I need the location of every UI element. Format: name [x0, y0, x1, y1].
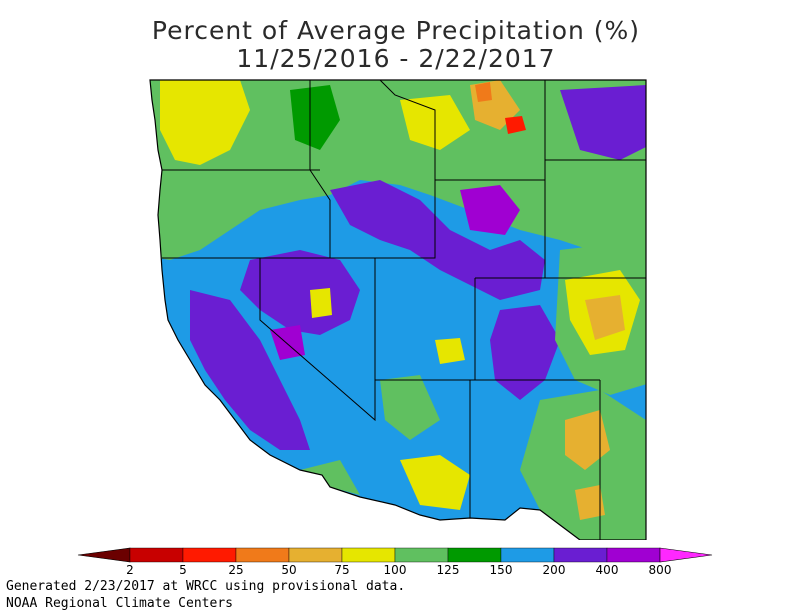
gold-region-new-mexico-south — [575, 485, 605, 520]
purple-region-great-basin — [330, 180, 545, 300]
purple-region-california — [190, 290, 310, 450]
legend-swatch — [553, 547, 608, 563]
yellow-region-washington-coast — [160, 80, 250, 165]
legend-tick-label: 5 — [179, 563, 187, 577]
green-region-north — [150, 80, 646, 260]
legend-tick-label: 75 — [334, 563, 349, 577]
legend-ticks: 2 5 25 50 75 100 125 150 200 400 800 — [126, 563, 671, 577]
yellow-region-nevada-spot — [310, 288, 332, 318]
legend-swatches — [77, 547, 713, 563]
legend-tick-label: 50 — [281, 563, 296, 577]
legend-swatch — [394, 547, 449, 563]
legend-tick-label: 800 — [649, 563, 672, 577]
coastline-outline — [149, 79, 647, 540]
legend-tick-label: 200 — [543, 563, 566, 577]
border-idaho-west — [309, 80, 331, 258]
purple-region-arizona-newmexico — [490, 305, 560, 400]
green-region-arizona — [380, 375, 440, 440]
footer-generated-note: Generated 2/23/2017 at WRCC using provis… — [6, 579, 406, 594]
legend-tick-label: 400 — [596, 563, 619, 577]
yellow-region-arizona — [400, 455, 470, 510]
red-region-montana — [505, 116, 526, 134]
legend-tick-label: 100 — [384, 563, 407, 577]
footer-source: NOAA Regional Climate Centers — [6, 596, 233, 611]
map-title: Percent of Average Precipitation (%) — [151, 16, 641, 45]
purple-region-northeast — [560, 85, 646, 160]
state-boundaries — [149, 79, 647, 540]
legend-tick-label: 150 — [490, 563, 513, 577]
orange-region-montana — [475, 82, 492, 102]
map-date-range: 11/25/2016 - 2/22/2017 — [236, 44, 556, 73]
legend-arrow-low — [77, 547, 131, 563]
legend-swatch — [288, 547, 343, 563]
legend-arrow-high — [659, 547, 713, 563]
violet-region-wyoming — [460, 185, 520, 235]
gold-region-colorado — [585, 295, 625, 340]
legend-swatch — [500, 547, 555, 563]
legend-tick-label: 125 — [437, 563, 460, 577]
legend-swatch — [606, 547, 661, 563]
legend-tick-label: 2 — [126, 563, 134, 577]
legend-swatch — [129, 547, 184, 563]
green-region-socal — [300, 460, 360, 495]
border-idaho-utah-wyoming — [375, 179, 545, 259]
legend-tick-label: 25 — [228, 563, 243, 577]
dark-green-region-idaho — [290, 85, 340, 150]
legend-swatch — [341, 547, 396, 563]
legend-swatch — [235, 547, 290, 563]
precipitation-map — [149, 79, 647, 540]
legend-swatch — [447, 547, 502, 563]
border-ca-nv — [259, 258, 376, 422]
land-area — [150, 80, 646, 540]
precip-legend: 2 5 25 50 75 100 125 150 200 400 800 — [77, 547, 713, 577]
legend-swatch — [182, 547, 237, 563]
gold-region-new-mexico — [565, 410, 610, 470]
yellow-region-utah-spot — [435, 338, 465, 364]
border-idaho-montana — [379, 79, 436, 180]
